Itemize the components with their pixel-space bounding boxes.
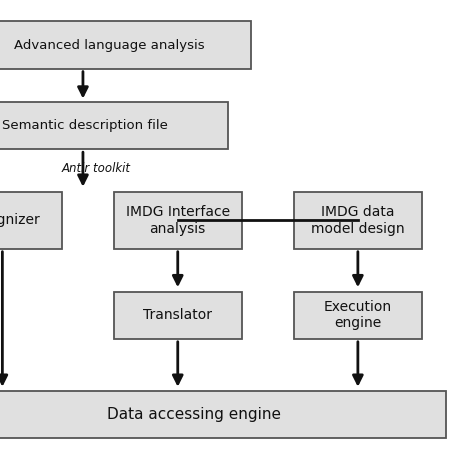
FancyBboxPatch shape [0,102,228,149]
Text: Advanced language analysis: Advanced language analysis [14,38,204,52]
FancyBboxPatch shape [0,21,251,69]
Text: Semantic description file: Semantic description file [2,119,168,132]
Text: Recognizer: Recognizer [0,213,41,228]
Text: Data accessing engine: Data accessing engine [107,407,282,422]
Text: IMDG Interface
analysis: IMDG Interface analysis [126,205,230,236]
Text: Execution
engine: Execution engine [324,300,392,330]
FancyBboxPatch shape [294,292,422,339]
Text: Antlr toolkit: Antlr toolkit [62,162,131,175]
Text: Translator: Translator [143,308,212,322]
FancyBboxPatch shape [114,292,242,339]
Text: IMDG data
model design: IMDG data model design [311,205,405,236]
FancyBboxPatch shape [114,192,242,249]
FancyBboxPatch shape [0,192,62,249]
FancyBboxPatch shape [0,391,446,438]
FancyBboxPatch shape [294,192,422,249]
